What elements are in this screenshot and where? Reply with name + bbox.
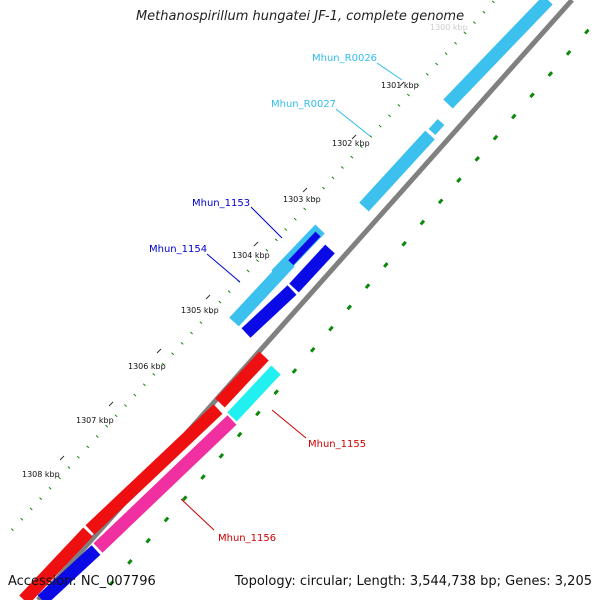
tick-label-1306: 1306 kbp — [128, 362, 166, 371]
feature-label-mhun-1153[interactable]: Mhun_1153 — [192, 198, 250, 209]
feature-mhun-1154[interactable] — [229, 257, 297, 338]
feature-mhun-1156[interactable] — [19, 404, 237, 600]
outer-gc-track — [10, 0, 497, 532]
tick-label-1307: 1307 kbp — [76, 416, 114, 425]
feature-label-mhun-1156[interactable]: Mhun_1156 — [218, 533, 276, 544]
feature-mhun-1155[interactable] — [215, 351, 281, 422]
map-title: Methanospirillum hungatei JF-1, complete… — [135, 9, 465, 24]
feature-label-mhun-1154[interactable]: Mhun_1154 — [149, 244, 207, 255]
tick-label-1303: 1303 kbp — [283, 195, 321, 204]
label-leaders — [180, 62, 403, 531]
feature-mhun-r0027[interactable] — [359, 118, 445, 212]
feature-mhun-r0026[interactable] — [443, 0, 553, 109]
tick-label-1301: 1301 kbp — [381, 81, 419, 90]
tick-label-1302: 1302 kbp — [332, 139, 370, 148]
feature-label-mhun-r0027[interactable]: Mhun_R0027 — [271, 99, 336, 110]
accession-text: Accession: NC_007796 — [8, 574, 156, 589]
feature-label-mhun-r0026[interactable]: Mhun_R0026 — [312, 53, 377, 64]
tick-label-1308: 1308 kbp — [22, 470, 60, 479]
feature-label-mhun-1155[interactable]: Mhun_1155 — [308, 439, 366, 450]
inner-gc-track — [108, 27, 592, 586]
tick-marks — [59, 81, 405, 461]
genome-summary-text: Topology: circular; Length: 3,544,738 bp… — [234, 574, 592, 589]
tick-label-1300: 1300 kbp — [430, 23, 468, 32]
tick-label-1305: 1305 kbp — [181, 306, 219, 315]
tick-label-1304: 1304 kbp — [232, 251, 270, 260]
